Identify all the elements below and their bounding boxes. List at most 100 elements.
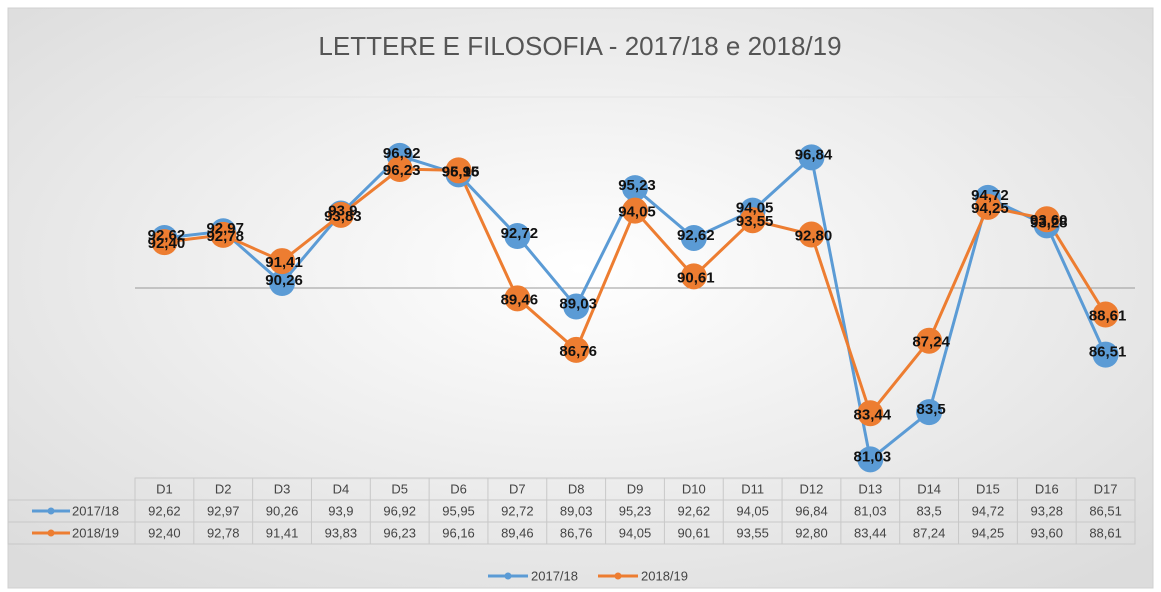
data-label: 93,83 bbox=[324, 208, 362, 225]
table-row bbox=[7, 521, 1136, 545]
x-tick-label: D8 bbox=[568, 481, 585, 496]
marker bbox=[680, 263, 707, 290]
x-tick-label: D3 bbox=[274, 481, 291, 496]
table-cell: 93,28 bbox=[1030, 503, 1063, 518]
marker bbox=[1092, 341, 1119, 368]
data-label: 96,92 bbox=[383, 145, 421, 162]
chart-title: LETTERE E FILOSOFIA - 2017/18 e 2018/19 bbox=[318, 31, 841, 61]
data-label: 92,62 bbox=[677, 227, 715, 244]
table-cell: 88,61 bbox=[1089, 525, 1122, 540]
table-cell: 95,23 bbox=[619, 503, 652, 518]
data-label: 89,46 bbox=[501, 291, 539, 308]
table-cell: 91,41 bbox=[266, 525, 299, 540]
table-cell: 92,80 bbox=[795, 525, 828, 540]
x-tick-label: D16 bbox=[1035, 481, 1059, 496]
table-cell: 93,60 bbox=[1030, 525, 1063, 540]
marker bbox=[386, 156, 413, 183]
x-tick-label: D9 bbox=[627, 481, 644, 496]
data-label: 94,05 bbox=[618, 204, 656, 221]
data-label: 95,23 bbox=[618, 177, 656, 194]
data-label: 96,16 bbox=[442, 163, 480, 180]
data-label: 87,24 bbox=[912, 334, 950, 351]
table-cell: 94,05 bbox=[619, 525, 652, 540]
table-cell: 96,92 bbox=[383, 503, 416, 518]
marker bbox=[1092, 301, 1119, 328]
marker bbox=[857, 400, 884, 427]
marker bbox=[916, 327, 943, 354]
x-tick-label: D15 bbox=[976, 481, 1000, 496]
data-label: 90,61 bbox=[677, 269, 715, 286]
data-label: 88,61 bbox=[1089, 308, 1127, 325]
marker bbox=[504, 285, 531, 312]
marker bbox=[798, 221, 825, 248]
marker bbox=[916, 399, 943, 426]
legend-label: 2018/19 bbox=[641, 568, 688, 583]
table-cell: 92,40 bbox=[148, 525, 181, 540]
data-label: 92,97 bbox=[206, 220, 244, 237]
marker bbox=[622, 197, 648, 224]
table-cell: 89,03 bbox=[560, 503, 593, 518]
data-label: 96,84 bbox=[795, 146, 833, 163]
table-cell: 92,72 bbox=[501, 503, 534, 518]
table-cell: 92,78 bbox=[207, 525, 240, 540]
data-label: 94,25 bbox=[971, 200, 1009, 217]
table-row-header: 2018/19 bbox=[72, 525, 119, 540]
marker bbox=[857, 446, 884, 473]
x-tick-label: D13 bbox=[858, 481, 882, 496]
data-label: 92,40 bbox=[148, 235, 186, 252]
marker bbox=[269, 270, 296, 297]
data-label: 93,55 bbox=[736, 213, 774, 230]
table-cell: 83,44 bbox=[854, 525, 887, 540]
table-cell: 87,24 bbox=[913, 525, 946, 540]
data-label: 95,95 bbox=[442, 163, 480, 180]
table-cell: 96,23 bbox=[383, 525, 416, 540]
x-tick-label: D17 bbox=[1094, 481, 1118, 496]
x-tick-label: D4 bbox=[333, 481, 350, 496]
table-cell: 92,62 bbox=[678, 503, 711, 518]
table-row-header: 2017/18 bbox=[72, 503, 119, 518]
data-label: 81,03 bbox=[854, 448, 892, 465]
x-tick-label: D7 bbox=[509, 481, 526, 496]
data-label: 86,51 bbox=[1089, 344, 1127, 361]
x-tick-label: D10 bbox=[682, 481, 706, 496]
marker bbox=[680, 224, 707, 251]
table-cell: 92,62 bbox=[148, 503, 181, 518]
x-tick-label: D11 bbox=[741, 481, 764, 496]
data-label: 93,60 bbox=[1030, 212, 1068, 229]
table-cell: 86,76 bbox=[560, 525, 593, 540]
table-cell: 96,16 bbox=[442, 525, 475, 540]
table-cell: 95,95 bbox=[442, 503, 475, 518]
marker bbox=[269, 248, 296, 275]
marker bbox=[327, 201, 354, 228]
table-cell: 93,9 bbox=[328, 503, 353, 518]
data-label: 92,62 bbox=[148, 227, 186, 244]
data-label: 93,9 bbox=[328, 202, 357, 219]
marker bbox=[151, 229, 178, 256]
data-label: 92,80 bbox=[795, 227, 833, 244]
table-cell: 94,25 bbox=[972, 525, 1005, 540]
table-cell: 93,55 bbox=[736, 525, 769, 540]
data-label: 92,72 bbox=[501, 225, 539, 242]
table-cell: 94,05 bbox=[736, 503, 769, 518]
marker bbox=[504, 223, 531, 250]
table-cell: 83,5 bbox=[916, 503, 941, 518]
data-label: 92,78 bbox=[206, 228, 244, 245]
table-cell: 86,51 bbox=[1089, 503, 1122, 518]
table-cell: 90,26 bbox=[266, 503, 299, 518]
table-cell: 96,84 bbox=[795, 503, 828, 518]
legend-key-marker bbox=[504, 572, 512, 580]
marker bbox=[798, 144, 825, 171]
marker bbox=[210, 221, 237, 248]
legend-label: 2017/18 bbox=[531, 568, 578, 583]
marker bbox=[974, 193, 1001, 220]
table-cell: 94,72 bbox=[972, 503, 1005, 518]
data-label: 83,5 bbox=[917, 401, 946, 418]
x-tick-label: D14 bbox=[917, 481, 941, 496]
data-label: 86,76 bbox=[559, 343, 597, 360]
table-cell: 90,61 bbox=[678, 525, 711, 540]
x-tick-label: D2 bbox=[215, 481, 232, 496]
data-label: 94,05 bbox=[736, 200, 774, 217]
table-cell: 89,46 bbox=[501, 525, 534, 540]
x-tick-label: D6 bbox=[450, 481, 467, 496]
